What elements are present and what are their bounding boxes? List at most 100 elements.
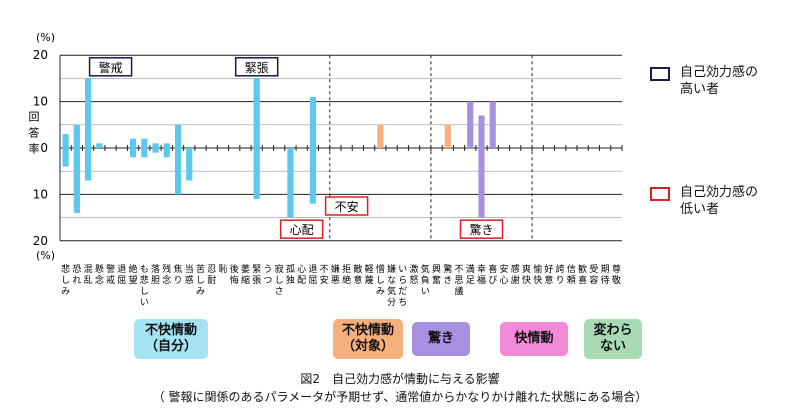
y-tick-label: 20 — [33, 234, 48, 248]
annotation-label-2: 心配 — [290, 223, 314, 237]
category-label-40: 謝 — [511, 274, 520, 286]
category-label-33: 興 — [432, 264, 441, 275]
bar-high-8 — [152, 143, 159, 148]
category-label-38: び — [488, 275, 497, 286]
category-label-22: 退 — [308, 264, 317, 275]
category-label-7: し — [140, 286, 149, 297]
category-label-17: 緊 — [252, 264, 261, 275]
y-axis-label-char: 率 — [29, 142, 40, 156]
category-label-46: 歓 — [578, 263, 587, 275]
annotation-label-3: 不安 — [335, 199, 359, 214]
category-label-9: 残 — [162, 263, 171, 275]
figure-caption: 図2 自己効力感が情動に与える影響 — [300, 372, 500, 386]
category-label-41: 快 — [522, 274, 531, 286]
category-label-13: 忍 — [207, 264, 216, 275]
category-label-15: 悔 — [230, 274, 239, 286]
category-label-36: 満 — [466, 264, 475, 275]
bar-high-0 — [62, 134, 69, 148]
group-unchanged: 変わら ない — [584, 319, 642, 359]
group-unpleasant-self: 不快情動 （自分） — [134, 319, 208, 359]
category-label-18: う — [263, 264, 272, 275]
annotation-label-0: 警戒 — [99, 60, 123, 75]
category-label-30: ち — [398, 297, 407, 308]
category-label-42: 快 — [533, 274, 542, 286]
bar-surprise-1 — [478, 115, 485, 148]
category-label-29: な — [387, 275, 396, 286]
bar-object-0 — [377, 124, 384, 148]
bar-high-1 — [73, 124, 80, 148]
category-label-16: 萎 — [241, 263, 250, 275]
category-label-14: 恥 — [218, 264, 227, 275]
y-tick-label: 10 — [33, 95, 48, 109]
category-label-44: り — [556, 275, 565, 286]
category-label-32: 気 — [421, 263, 430, 275]
bar-low-6 — [129, 148, 137, 158]
legend-low-efficacy: 自己効力感の 低い者 — [650, 184, 790, 218]
category-label-5: 退 — [117, 264, 126, 275]
category-label-37: 福 — [477, 274, 486, 286]
bar-surprise-2 — [478, 148, 485, 218]
category-label-12: 苦 — [196, 263, 205, 275]
category-label-0: し — [61, 275, 70, 286]
category-label-17: 張 — [252, 275, 261, 286]
bar-low-10 — [174, 148, 182, 195]
bar-high-10 — [174, 124, 182, 148]
bar-high-2 — [85, 78, 92, 148]
category-label-20: 独 — [286, 274, 295, 286]
category-label-34: 驚 — [443, 263, 452, 275]
category-label-43: 好 — [544, 263, 553, 275]
category-label-16: 縮 — [241, 274, 250, 286]
category-label-23: 安 — [320, 274, 329, 286]
bar-low-7 — [141, 148, 148, 158]
category-label-0: み — [61, 286, 70, 297]
category-label-7: 悲 — [140, 274, 149, 286]
category-label-30: だ — [398, 286, 407, 297]
category-label-41: 爽 — [522, 264, 531, 275]
y-axis-label-char: 答 — [29, 126, 40, 140]
category-label-39: 心 — [499, 275, 508, 286]
annotation-box-2 — [279, 219, 324, 239]
annotation-box-0 — [88, 57, 133, 77]
category-label-29: 嫌 — [387, 263, 396, 275]
category-label-23: 不 — [320, 264, 329, 275]
category-label-46: 喜 — [578, 274, 587, 286]
legend-swatch-high — [650, 67, 670, 81]
bar-surprise-3 — [489, 101, 496, 148]
legend-swatch-low — [650, 187, 670, 201]
category-label-26: 意 — [353, 274, 362, 286]
category-label-2: 混 — [84, 264, 93, 275]
category-label-48: 待 — [601, 274, 610, 286]
category-label-28: し — [376, 275, 385, 286]
category-label-29: 分 — [387, 297, 396, 308]
category-label-11: 当 — [185, 263, 194, 275]
legend-label-high: 自己効力感の 高い者 — [680, 65, 759, 97]
y-tick-label: 10 — [33, 187, 48, 201]
category-label-42: 愉 — [533, 263, 542, 275]
y-tick-label: 20 — [33, 48, 48, 62]
category-label-8: 胆 — [151, 275, 160, 286]
category-label-26: 敵 — [353, 263, 362, 275]
category-label-35: 思 — [455, 275, 464, 286]
category-label-30: い — [398, 265, 407, 275]
category-label-31: 激 — [410, 263, 419, 275]
bar-low-9 — [163, 148, 170, 158]
category-label-2: 乱 — [84, 275, 93, 286]
category-label-40: 感 — [511, 263, 520, 275]
legend-high-efficacy: 自己効力感の 高い者 — [650, 64, 790, 98]
category-label-45: 信 — [567, 263, 576, 275]
category-label-27: 軽 — [365, 264, 374, 275]
category-label-9: 念 — [162, 274, 171, 286]
bar-low-17 — [253, 148, 260, 200]
category-label-28: み — [376, 286, 385, 297]
category-label-7: も — [140, 264, 149, 275]
category-label-32: 負 — [421, 274, 430, 286]
category-label-12: み — [196, 286, 205, 297]
group-surprise: 驚き — [412, 322, 470, 356]
category-label-49: 尊 — [612, 263, 621, 275]
bar-low-2 — [85, 148, 92, 181]
category-label-32: い — [421, 287, 430, 297]
category-label-11: 惑 — [185, 274, 194, 286]
category-label-36: 足 — [466, 275, 475, 286]
bar-low-11 — [186, 148, 193, 181]
